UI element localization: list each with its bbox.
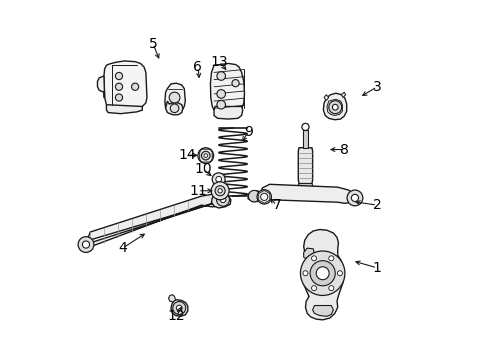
Polygon shape	[326, 99, 342, 116]
Polygon shape	[210, 63, 244, 114]
Text: 1: 1	[372, 261, 381, 275]
Circle shape	[115, 72, 122, 80]
Text: 10: 10	[194, 162, 212, 176]
Circle shape	[217, 90, 225, 98]
Polygon shape	[260, 184, 355, 203]
Circle shape	[248, 190, 260, 202]
Circle shape	[303, 271, 307, 276]
Circle shape	[332, 104, 337, 110]
Polygon shape	[247, 191, 260, 202]
Circle shape	[170, 104, 179, 113]
Circle shape	[215, 186, 224, 196]
Circle shape	[231, 80, 239, 87]
Polygon shape	[97, 76, 104, 98]
Circle shape	[351, 194, 358, 202]
Circle shape	[218, 189, 222, 193]
Polygon shape	[298, 148, 312, 184]
Polygon shape	[324, 95, 328, 100]
Circle shape	[300, 251, 344, 296]
Circle shape	[301, 123, 308, 131]
Polygon shape	[85, 194, 224, 248]
Circle shape	[316, 267, 328, 280]
Circle shape	[328, 101, 341, 114]
Text: 13: 13	[210, 55, 228, 69]
Circle shape	[216, 193, 229, 206]
Polygon shape	[297, 184, 313, 191]
Circle shape	[203, 154, 207, 157]
Polygon shape	[168, 295, 175, 302]
Polygon shape	[323, 93, 346, 120]
Circle shape	[201, 151, 210, 160]
Circle shape	[337, 271, 342, 276]
Circle shape	[212, 173, 224, 186]
Text: 14: 14	[178, 148, 196, 162]
Circle shape	[131, 83, 139, 90]
Circle shape	[172, 302, 185, 315]
Polygon shape	[164, 83, 185, 113]
Circle shape	[115, 94, 122, 101]
Polygon shape	[303, 248, 314, 260]
Text: 3: 3	[372, 80, 381, 94]
Circle shape	[220, 197, 225, 203]
Circle shape	[257, 190, 271, 204]
Text: 5: 5	[148, 37, 157, 51]
Text: 8: 8	[340, 143, 348, 157]
Circle shape	[169, 92, 180, 103]
Circle shape	[328, 285, 333, 291]
Circle shape	[82, 241, 89, 248]
Polygon shape	[211, 194, 230, 208]
Text: 2: 2	[372, 198, 381, 212]
Circle shape	[328, 256, 333, 261]
Polygon shape	[165, 101, 183, 115]
Polygon shape	[106, 105, 142, 114]
Circle shape	[311, 256, 316, 261]
Polygon shape	[312, 306, 333, 316]
Text: 4: 4	[118, 241, 127, 255]
Polygon shape	[104, 61, 147, 111]
Circle shape	[346, 190, 362, 206]
Text: 9: 9	[243, 125, 252, 139]
Polygon shape	[303, 130, 307, 148]
Text: 7: 7	[272, 198, 281, 212]
Circle shape	[176, 305, 182, 311]
Circle shape	[217, 72, 225, 80]
Polygon shape	[171, 300, 187, 316]
Circle shape	[115, 83, 122, 90]
Circle shape	[311, 285, 316, 291]
Polygon shape	[302, 229, 344, 320]
Circle shape	[78, 237, 94, 252]
Text: 12: 12	[167, 309, 185, 323]
Text: 6: 6	[193, 60, 202, 74]
Polygon shape	[214, 107, 242, 119]
Circle shape	[309, 261, 335, 286]
Circle shape	[260, 193, 267, 201]
Circle shape	[211, 182, 228, 200]
Text: 11: 11	[189, 184, 206, 198]
Polygon shape	[341, 92, 345, 98]
Circle shape	[198, 148, 213, 163]
Circle shape	[217, 100, 225, 109]
Circle shape	[215, 176, 221, 182]
